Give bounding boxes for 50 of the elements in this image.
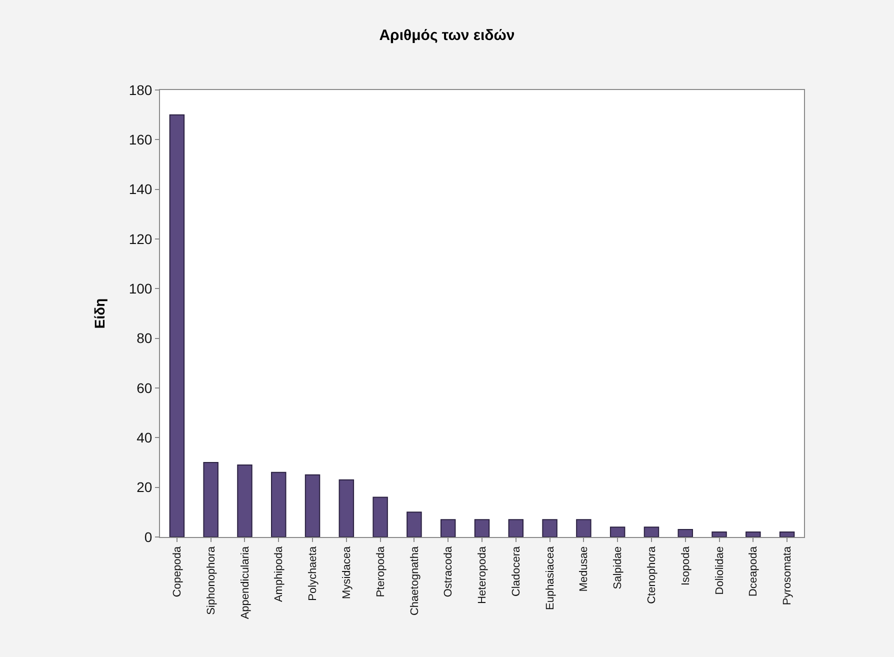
x-tick-label: Doliolidae xyxy=(714,546,726,595)
x-tick-label: Salpidae xyxy=(612,546,624,590)
x-tick-label: Amphipoda xyxy=(273,546,286,602)
x-tick-label: Heteropoda xyxy=(476,546,489,604)
bar xyxy=(169,114,185,537)
x-tick-label: Cladocera xyxy=(510,546,522,597)
y-tick-label: 120 xyxy=(128,230,152,247)
x-tick-label: Euphasiacea xyxy=(544,546,556,610)
bar xyxy=(406,512,422,537)
bar xyxy=(712,532,727,537)
bar xyxy=(644,526,660,537)
x-tick-label: Pyrosomata xyxy=(782,546,794,606)
bar xyxy=(779,532,795,537)
bar xyxy=(338,479,354,537)
x-tick-label: Pteropoda xyxy=(374,546,387,598)
x-tick-label: Mysidacea xyxy=(340,546,353,599)
bar xyxy=(440,519,456,537)
x-tick-label: Siphonophora xyxy=(205,546,218,615)
x-tick-label: Chaetognatha xyxy=(408,546,421,616)
y-axis-title: Είδη xyxy=(91,298,108,329)
bar xyxy=(474,519,490,537)
bar xyxy=(372,496,388,537)
bar xyxy=(271,472,286,537)
y-tick-label: 180 xyxy=(128,82,152,98)
y-tick-label: 60 xyxy=(136,380,152,396)
x-tick-label: Isopoda xyxy=(680,546,692,586)
y-tick-label: 100 xyxy=(128,280,152,297)
y-tick-label: 0 xyxy=(144,528,152,545)
bar xyxy=(237,464,252,537)
y-tick-label: 140 xyxy=(128,181,152,198)
x-tick-label: Dceapoda xyxy=(748,546,760,597)
bar xyxy=(678,529,693,537)
bar xyxy=(746,532,761,537)
x-tick-label: Medusae xyxy=(578,546,590,592)
y-tick-label: 40 xyxy=(136,430,152,446)
y-tick-label: 160 xyxy=(128,132,152,148)
bar xyxy=(542,519,558,537)
bar xyxy=(203,462,218,537)
x-tick-label: Appendicularia xyxy=(239,546,252,620)
chart-title: Αριθμός των ειδών xyxy=(379,27,515,44)
x-tick-label: Ostracoda xyxy=(442,546,455,598)
x-tick-label: Copepoda xyxy=(172,546,184,598)
bar xyxy=(304,474,320,537)
y-tick-label: 80 xyxy=(136,330,152,346)
y-tick-label: 20 xyxy=(136,479,152,496)
bar xyxy=(610,526,626,537)
bar xyxy=(508,519,524,537)
bar xyxy=(576,519,592,537)
x-tick-label: Ctenophora xyxy=(646,546,658,604)
x-tick-label: Polychaeta xyxy=(307,546,320,601)
